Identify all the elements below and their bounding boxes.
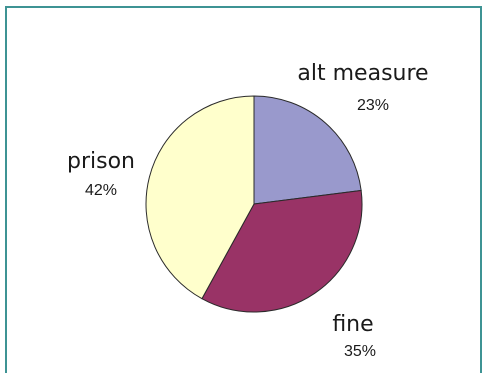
pie-slices bbox=[145, 95, 363, 313]
slice-name-fine: fine bbox=[332, 312, 373, 337]
slice-name-prison: prison bbox=[67, 149, 135, 174]
pie-slice-fine bbox=[201, 189, 363, 313]
slice-pct-fine: 35% bbox=[344, 343, 376, 360]
pie-slice-prison bbox=[145, 95, 255, 300]
slice-pct-prison: 42% bbox=[85, 182, 117, 199]
slice-name-alt-measure: alt measure bbox=[297, 61, 428, 86]
slice-pct-alt-measure: 23% bbox=[357, 97, 389, 114]
pie-slice-alt-measure bbox=[253, 95, 362, 205]
